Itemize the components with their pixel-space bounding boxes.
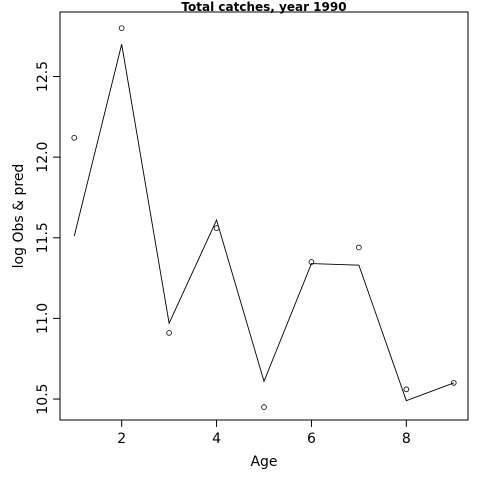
observed-point: [356, 244, 362, 251]
x-axis-title: Age: [250, 454, 277, 470]
x-tick-label: 8: [402, 431, 411, 447]
y-tick-label: 11.5: [35, 222, 51, 253]
observed-point: [261, 404, 267, 410]
observed-point: [166, 330, 172, 336]
x-tick-label: 2: [117, 431, 126, 447]
observed-point: [403, 386, 410, 393]
chart-title: Total catches, year 1990: [181, 0, 346, 14]
y-axis: 10.5 11.0 11.5 12.0 12.5: [35, 61, 61, 415]
y-axis-title: log Obs & pred: [11, 164, 27, 269]
x-tick-label: 6: [307, 431, 316, 447]
x-axis: 2 4 6 8: [117, 419, 411, 447]
series-layer: [71, 25, 457, 410]
y-tick-label: 10.5: [35, 383, 51, 414]
y-tick-label: 11.0: [35, 303, 51, 334]
predicted-series-line: [73, 44, 454, 402]
y-tick-label: 12.5: [35, 61, 51, 92]
y-tick-label: 12.0: [35, 142, 51, 173]
observed-point: [118, 25, 125, 31]
observed-point: [71, 134, 78, 141]
x-tick-label: 4: [212, 431, 221, 447]
observed-point: [450, 380, 457, 386]
plot-area-frame: [59, 11, 469, 421]
